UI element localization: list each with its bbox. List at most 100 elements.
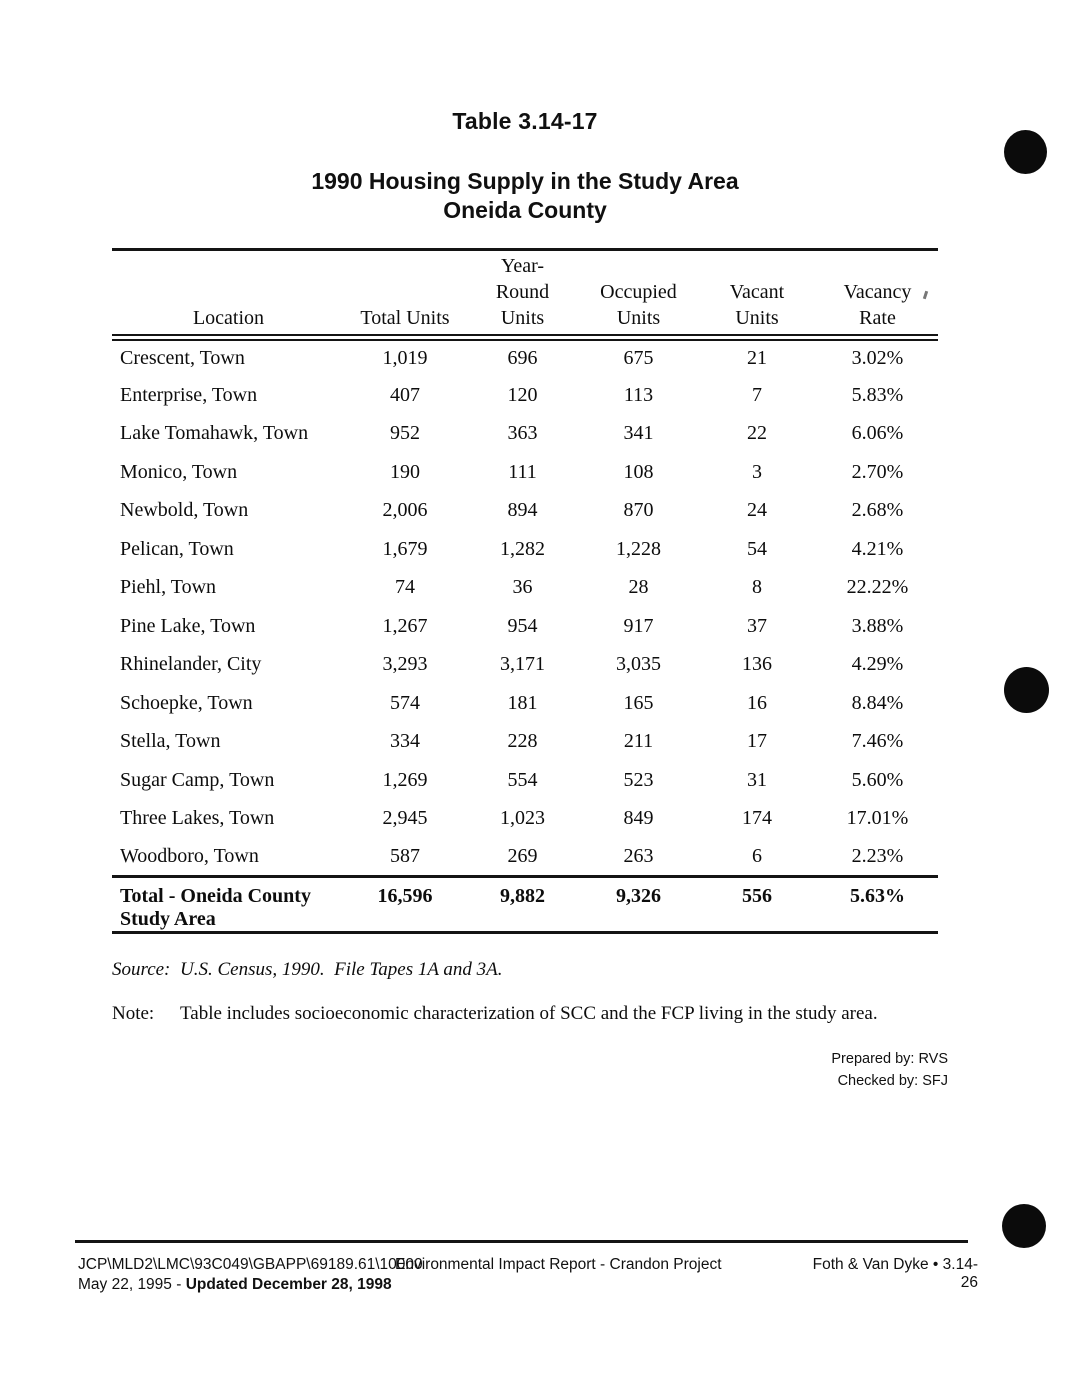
table-row: Stella, Town 334 228 211 17 7.46% xyxy=(112,723,938,762)
value-cell: 5.60% xyxy=(851,768,904,791)
value-cell: 2.70% xyxy=(851,460,904,483)
table-row: Sugar Camp, Town 1,269 554 523 31 5.60% xyxy=(112,761,938,800)
location-cell: Newbold, Town xyxy=(120,499,249,522)
value-cell: 2.68% xyxy=(851,499,904,522)
value-cell: 174 xyxy=(742,807,772,830)
value-cell: 1,679 xyxy=(382,537,428,560)
note-label: Note: xyxy=(112,1003,155,1024)
table-row: Monico, Town 190 111 108 3 2.70% xyxy=(112,453,938,492)
value-cell: 894 xyxy=(507,499,538,522)
table-row: Lake Tomahawk, Town 952 363 341 22 6.06% xyxy=(112,415,938,454)
value-cell: 341 xyxy=(623,422,654,445)
table-row: Piehl, Town 74 36 28 8 22.22% xyxy=(112,569,938,608)
value-cell: 554 xyxy=(507,768,538,791)
location-cell: Sugar Camp, Town xyxy=(120,768,275,791)
total-value-cell: 16,596 xyxy=(345,875,465,933)
location-cell: Three Lakes, Town xyxy=(120,807,275,830)
footer-rule xyxy=(75,1240,968,1243)
total-row: Total - Oneida County Study Area 16,596 … xyxy=(112,875,938,933)
value-cell: 870 xyxy=(623,499,654,522)
value-cell: 136 xyxy=(742,653,772,676)
value-cell: 954 xyxy=(507,614,538,637)
total-value-cell: 5.63% xyxy=(817,875,938,933)
table-row: Rhinelander, City 3,293 3,171 3,035 136 4.29% xyxy=(112,646,938,685)
credits-block: Prepared by: RVS Checked by: SFJ xyxy=(831,1048,948,1092)
table-row: Pine Lake, Town 1,267 954 917 37 3.88% xyxy=(112,607,938,646)
location-cell: Stella, Town xyxy=(120,730,221,753)
value-cell: 211 xyxy=(623,730,654,753)
footer-line-2: May 22, 1995 - Updated December 28, 1998 xyxy=(78,1276,392,1294)
table-number-label: Table 3.14-17 xyxy=(452,108,598,134)
table-row: Newbold, Town 2,006 894 870 24 2.68% xyxy=(112,492,938,531)
housing-supply-table-wrap: Location Total Units Year- Round Units O… xyxy=(112,248,938,934)
value-cell: 7.46% xyxy=(851,730,904,753)
value-cell: 917 xyxy=(623,614,654,637)
value-cell: 363 xyxy=(507,422,538,445)
footer-date-updated: Updated December 28, 1998 xyxy=(185,1276,392,1293)
value-cell: 190 xyxy=(390,460,420,483)
checked-by: Checked by: SFJ xyxy=(837,1073,948,1089)
table-row: Enterprise, Town 407 120 113 7 5.83% xyxy=(112,376,938,415)
table-header-row: Location Total Units Year- Round Units O… xyxy=(112,249,938,341)
note-line: Note: Table includes socioeconomic chara… xyxy=(112,1003,952,1025)
title-line-1: 1990 Housing Supply in the Study Area xyxy=(311,168,739,194)
value-cell: 108 xyxy=(623,460,654,483)
column-header-vacant-units: Vacant Units xyxy=(697,249,817,341)
value-cell: 17 xyxy=(747,730,767,753)
value-cell: 74 xyxy=(395,576,415,599)
value-cell: 17.01% xyxy=(846,807,909,830)
location-cell: Schoepke, Town xyxy=(120,691,253,714)
value-cell: 952 xyxy=(390,422,420,445)
value-cell: 16 xyxy=(747,691,767,714)
table-row: Schoepke, Town 574 181 165 16 8.84% xyxy=(112,684,938,723)
footer-report-title: Environmental Impact Report - Crandon Pr… xyxy=(395,1256,722,1273)
column-header-occupied-units: Occupied Units xyxy=(580,249,697,341)
value-cell: 1,267 xyxy=(382,614,428,637)
value-cell: 21 xyxy=(747,347,767,369)
value-cell: 181 xyxy=(507,691,538,714)
value-cell: 228 xyxy=(507,730,538,753)
table-row: Pelican, Town 1,679 1,282 1,228 54 4.21% xyxy=(112,530,938,569)
total-value-cell: 9,326 xyxy=(580,875,697,933)
location-cell: Rhinelander, City xyxy=(120,653,262,676)
footer-file-path: JCP\MLD2\LMC\93C049\GBAPP\69189.61\10000 xyxy=(78,1256,423,1273)
value-cell: 6 xyxy=(752,845,762,867)
document-title: 1990 Housing Supply in the Study Area On… xyxy=(112,167,938,225)
column-header-vacancy-rate: Vacancy Rate xyxy=(817,249,938,341)
footer-line-1: JCP\MLD2\LMC\93C049\GBAPP\69189.61\10000… xyxy=(78,1256,978,1291)
value-cell: 2.23% xyxy=(851,845,904,867)
value-cell: 849 xyxy=(623,807,654,830)
value-cell: 2,945 xyxy=(382,807,428,830)
value-cell: 3,035 xyxy=(616,653,661,676)
value-cell: 407 xyxy=(390,383,420,406)
location-cell: Pelican, Town xyxy=(120,537,234,560)
value-cell: 1,228 xyxy=(616,537,661,560)
table-body: Crescent, Town 1,019 696 675 21 3.02% Enterpri… xyxy=(112,338,938,877)
value-cell: 3,171 xyxy=(500,653,545,676)
location-cell: Monico, Town xyxy=(120,460,238,483)
table-row: Woodboro, Town 587 269 263 6 2.23% xyxy=(112,838,938,877)
value-cell: 31 xyxy=(747,768,767,791)
hole-punch-dot xyxy=(1004,667,1049,713)
total-label-cell: Total - Oneida County Study Area xyxy=(112,875,345,933)
value-cell: 1,019 xyxy=(382,347,428,369)
value-cell: 6.06% xyxy=(851,422,904,445)
value-cell: 1,282 xyxy=(500,537,545,560)
column-header-location: Location xyxy=(112,249,345,341)
value-cell: 1,269 xyxy=(382,768,428,791)
table-row: Crescent, Town 1,019 696 675 21 3.02% xyxy=(112,338,938,377)
value-cell: 4.21% xyxy=(851,537,904,560)
location-cell: Crescent, Town xyxy=(120,347,245,369)
footer-page-reference: Foth & Van Dyke • 3.14-26 xyxy=(812,1256,978,1291)
location-cell: Woodboro, Town xyxy=(120,845,259,867)
value-cell: 22 xyxy=(747,422,767,445)
value-cell: 1,023 xyxy=(500,807,545,830)
location-cell: Lake Tomahawk, Town xyxy=(120,422,309,445)
housing-supply-table: Location Total Units Year- Round Units O… xyxy=(112,248,938,934)
value-cell: 4.29% xyxy=(851,653,904,676)
note-text: Table includes socioeconomic characteriz… xyxy=(180,1003,878,1024)
total-value-cell: 556 xyxy=(697,875,817,933)
value-cell: 28 xyxy=(628,576,649,599)
value-cell: 3.88% xyxy=(851,614,904,637)
